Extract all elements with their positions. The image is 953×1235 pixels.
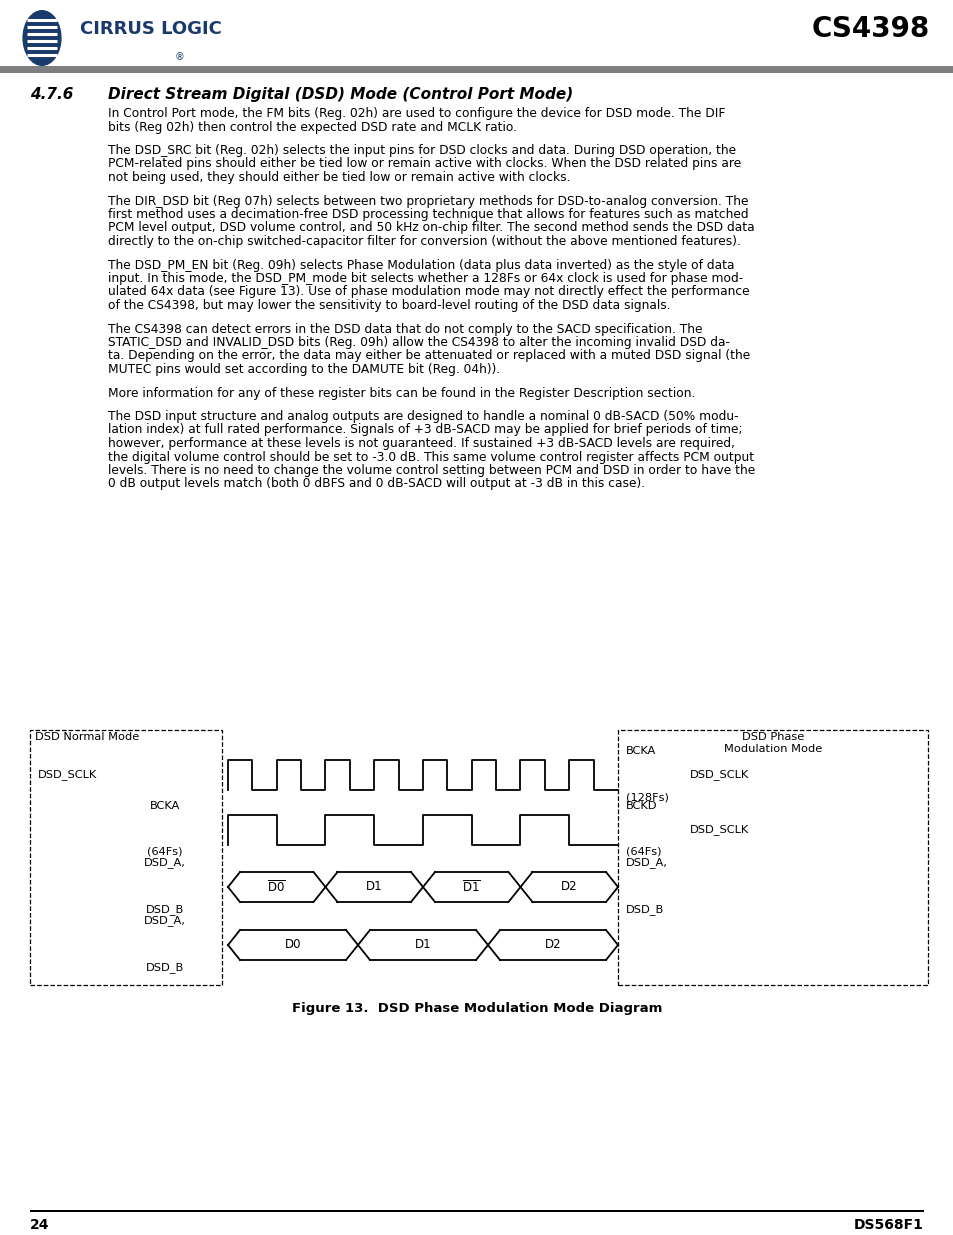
Text: $\overline{\mathregular{D1}}$: $\overline{\mathregular{D1}}$ xyxy=(462,879,480,895)
Text: input. In this mode, the DSD_PM_mode bit selects whether a 128Fs or 64x clock is: input. In this mode, the DSD_PM_mode bit… xyxy=(108,272,742,285)
Text: $\overline{\mathregular{D0}}$: $\overline{\mathregular{D0}}$ xyxy=(267,879,286,895)
Text: DSD Phase
Modulation Mode: DSD Phase Modulation Mode xyxy=(723,732,821,753)
Text: DSD_B: DSD_B xyxy=(625,904,663,915)
Text: CIRRUS LOGIC: CIRRUS LOGIC xyxy=(80,20,222,38)
Text: DSD_SCLK: DSD_SCLK xyxy=(689,825,748,835)
Text: 24: 24 xyxy=(30,1218,50,1233)
Text: DSD_A,: DSD_A, xyxy=(144,857,186,868)
Text: bits (Reg 02h) then control the expected DSD rate and MCLK ratio.: bits (Reg 02h) then control the expected… xyxy=(108,121,517,133)
Text: however, performance at these levels is not guaranteed. If sustained +3 dB-SACD : however, performance at these levels is … xyxy=(108,437,734,450)
Text: first method uses a decimation-free DSD processing technique that allows for fea: first method uses a decimation-free DSD … xyxy=(108,207,748,221)
Text: The DIR_DSD bit (Reg 07h) selects between two proprietary methods for DSD-to-ana: The DIR_DSD bit (Reg 07h) selects betwee… xyxy=(108,194,748,207)
Bar xyxy=(618,730,927,986)
Text: DSD Normal Mode: DSD Normal Mode xyxy=(35,732,139,742)
Text: Figure 13.  DSD Phase Modulation Mode Diagram: Figure 13. DSD Phase Modulation Mode Dia… xyxy=(292,1002,661,1015)
Text: D1: D1 xyxy=(415,939,431,951)
Text: BCKA: BCKA xyxy=(625,746,656,756)
Text: The CS4398 can detect errors in the DSD data that do not comply to the SACD spec: The CS4398 can detect errors in the DSD … xyxy=(108,322,701,336)
Text: In Control Port mode, the FM bits (Reg. 02h) are used to configure the device fo: In Control Port mode, the FM bits (Reg. … xyxy=(108,107,724,120)
Text: levels. There is no need to change the volume control setting between PCM and DS: levels. There is no need to change the v… xyxy=(108,464,755,477)
Text: BCKD: BCKD xyxy=(625,802,657,811)
Text: Direct Stream Digital (DSD) Mode (Control Port Mode): Direct Stream Digital (DSD) Mode (Contro… xyxy=(108,86,573,103)
Text: DSD_SCLK: DSD_SCLK xyxy=(689,769,748,781)
Text: D1: D1 xyxy=(366,881,382,893)
Text: The DSD_SRC bit (Reg. 02h) selects the input pins for DSD clocks and data. Durin: The DSD_SRC bit (Reg. 02h) selects the i… xyxy=(108,144,736,157)
Text: ®: ® xyxy=(174,52,185,62)
Text: The DSD_PM_EN bit (Reg. 09h) selects Phase Modulation (data plus data inverted) : The DSD_PM_EN bit (Reg. 09h) selects Pha… xyxy=(108,258,734,272)
Text: directly to the on-chip switched-capacitor filter for conversion (without the ab: directly to the on-chip switched-capacit… xyxy=(108,235,740,248)
Text: The DSD input structure and analog outputs are designed to handle a nominal 0 dB: The DSD input structure and analog outpu… xyxy=(108,410,738,424)
Bar xyxy=(30,1210,923,1212)
Text: PCM-related pins should either be tied low or remain active with clocks. When th: PCM-related pins should either be tied l… xyxy=(108,158,740,170)
Text: DSD_A,: DSD_A, xyxy=(144,915,186,926)
Text: DSD_SCLK: DSD_SCLK xyxy=(38,769,97,781)
Text: (64Fs): (64Fs) xyxy=(147,847,183,857)
Text: (128Fs): (128Fs) xyxy=(625,792,668,802)
Text: 0 dB output levels match (both 0 dBFS and 0 dB-SACD will output at -3 dB in this: 0 dB output levels match (both 0 dBFS an… xyxy=(108,478,644,490)
Text: ta. Depending on the error, the data may either be attenuated or replaced with a: ta. Depending on the error, the data may… xyxy=(108,350,749,363)
Text: lation index) at full rated performance. Signals of +3 dB-SACD may be applied fo: lation index) at full rated performance.… xyxy=(108,424,741,436)
Text: BCKA: BCKA xyxy=(150,802,180,811)
Text: not being used, they should either be tied low or remain active with clocks.: not being used, they should either be ti… xyxy=(108,170,570,184)
Bar xyxy=(0,65,953,73)
Text: DSD_B: DSD_B xyxy=(146,904,184,915)
Text: D0: D0 xyxy=(284,939,301,951)
Text: PCM level output, DSD volume control, and 50 kHz on-chip filter. The second meth: PCM level output, DSD volume control, an… xyxy=(108,221,754,235)
Text: MUTEC pins would set according to the DAMUTE bit (Reg. 04h)).: MUTEC pins would set according to the DA… xyxy=(108,363,499,375)
Text: D2: D2 xyxy=(544,939,560,951)
Text: STATIC_DSD and INVALID_DSD bits (Reg. 09h) allow the CS4398 to alter the incomin: STATIC_DSD and INVALID_DSD bits (Reg. 09… xyxy=(108,336,729,350)
Text: CS4398: CS4398 xyxy=(811,15,929,43)
Text: DS568F1: DS568F1 xyxy=(853,1218,923,1233)
Ellipse shape xyxy=(22,10,62,65)
Text: ulated 64x data (see Figure 13). Use of phase modulation mode may not directly e: ulated 64x data (see Figure 13). Use of … xyxy=(108,285,749,299)
Text: 4.7.6: 4.7.6 xyxy=(30,86,73,103)
Bar xyxy=(30,730,222,986)
Text: D2: D2 xyxy=(560,881,577,893)
Text: More information for any of these register bits can be found in the Register Des: More information for any of these regist… xyxy=(108,387,695,399)
Text: DSD_A,: DSD_A, xyxy=(625,857,667,868)
Text: (64Fs): (64Fs) xyxy=(625,847,660,857)
Text: of the CS4398, but may lower the sensitivity to board-level routing of the DSD d: of the CS4398, but may lower the sensiti… xyxy=(108,299,670,312)
Text: the digital volume control should be set to -3.0 dB. This same volume control re: the digital volume control should be set… xyxy=(108,451,753,463)
Text: DSD_B: DSD_B xyxy=(146,962,184,973)
